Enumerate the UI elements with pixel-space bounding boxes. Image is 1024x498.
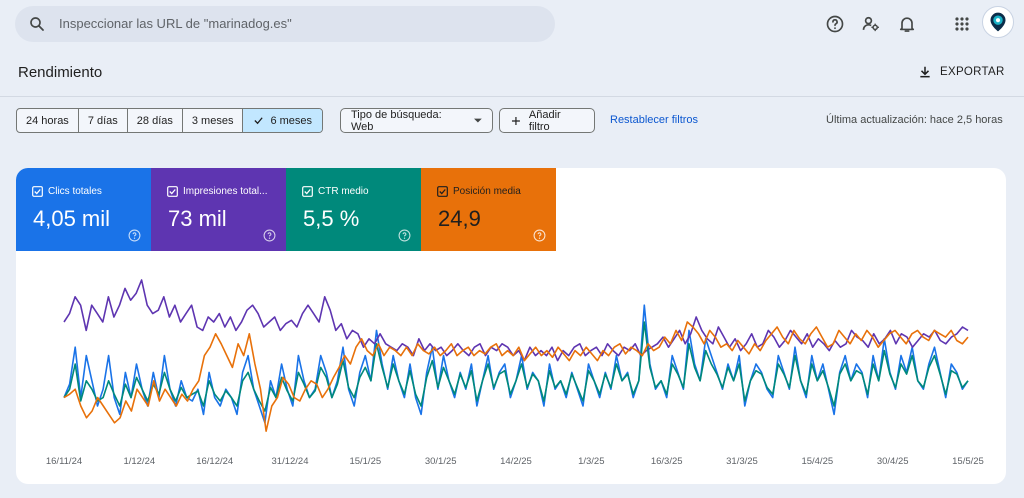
help-icon[interactable] — [398, 229, 411, 242]
series-line-3 — [63, 321, 969, 433]
range-28d[interactable]: 28 días — [128, 109, 183, 132]
x-tick-label: 16/12/24 — [196, 456, 233, 467]
x-tick-label: 30/4/25 — [877, 456, 909, 467]
metric-value: 5,5 % — [303, 206, 360, 231]
x-tick-label: 15/5/25 — [952, 456, 984, 467]
help-icon[interactable] — [128, 229, 141, 242]
add-filter-label: Añadir filtro — [528, 108, 561, 133]
add-filter-button[interactable]: Añadir filtro — [499, 108, 595, 133]
metric-average-ctr[interactable]: CTR medio 5,5 % — [286, 168, 421, 251]
help-icon[interactable] — [533, 229, 546, 242]
checkbox-icon — [167, 186, 178, 197]
x-tick-label: 15/1/25 — [349, 456, 381, 467]
search-icon — [30, 17, 44, 31]
performance-card: 16/11/24 1/12/24 16/12/24 31/12/24 15/1/25 30… — [16, 168, 1006, 484]
help-icon[interactable] — [825, 14, 845, 34]
metric-value: 4,05 mil — [33, 206, 111, 231]
range-24h[interactable]: 24 horas — [17, 109, 79, 132]
range-6m-label: 6 meses — [270, 114, 313, 127]
bell-icon[interactable] — [897, 14, 917, 34]
search-placeholder[interactable]: Inspeccionar las URL de "marinadog.es" — [59, 16, 292, 31]
dropdown-arrow-icon — [474, 118, 482, 123]
series-line-0 — [63, 304, 969, 424]
checkbox-icon — [302, 186, 313, 197]
x-tick-label: 15/4/25 — [801, 456, 833, 467]
metric-label: Posición media — [453, 186, 521, 197]
apps-grid-icon[interactable] — [952, 14, 972, 34]
export-button[interactable]: EXPORTAR — [918, 60, 1005, 84]
checkbox-icon — [32, 186, 43, 197]
help-icon[interactable] — [263, 229, 276, 242]
search-type-label: Tipo de búsqueda: Web — [351, 108, 442, 133]
series-line-1 — [63, 279, 969, 362]
x-tick-label: 1/3/25 — [578, 456, 604, 467]
performance-chart: 16/11/24 1/12/24 16/12/24 31/12/24 15/1/25 30… — [46, 279, 984, 467]
range-3m[interactable]: 3 meses — [183, 109, 244, 132]
plus-icon — [511, 116, 520, 125]
metric-total-clicks[interactable]: Clics totales 4,05 mil — [16, 168, 151, 251]
manage-users-icon[interactable] — [861, 14, 881, 34]
avatar[interactable] — [982, 6, 1014, 38]
export-label: EXPORTAR — [940, 66, 1005, 78]
date-range-selector: 24 horas 7 días 28 días 3 meses 6 meses — [16, 108, 324, 133]
search-type-dropdown[interactable]: Tipo de búsqueda: Web — [340, 108, 493, 133]
url-inspection-search[interactable]: Inspeccionar las URL de "marinadog.es" — [15, 6, 555, 42]
metric-label: Clics totales — [48, 186, 102, 197]
download-icon — [920, 66, 930, 78]
reset-filters-link[interactable]: Restablecer filtros — [610, 114, 699, 126]
x-tick-label: 30/1/25 — [425, 456, 457, 467]
x-tick-label: 1/12/24 — [123, 456, 155, 467]
series-line-2 — [63, 321, 969, 412]
metric-average-position[interactable]: Posición media 24,9 — [421, 168, 556, 251]
metric-label: CTR medio — [318, 186, 369, 197]
x-tick-label: 14/2/25 — [500, 456, 532, 467]
metric-value: 24,9 — [438, 206, 481, 231]
x-tick-label: 31/12/24 — [272, 456, 309, 467]
x-tick-label: 16/3/25 — [651, 456, 683, 467]
check-icon — [254, 117, 264, 125]
x-tick-label: 31/3/25 — [726, 456, 758, 467]
header-divider — [0, 96, 1024, 97]
last-update-text: Última actualización: hace 2,5 horas — [826, 114, 1003, 126]
x-tick-label: 16/11/24 — [46, 456, 82, 467]
range-6m[interactable]: 6 meses — [243, 109, 323, 132]
metric-total-impressions[interactable]: Impresiones total... 73 mil — [151, 168, 286, 251]
page-title: Rendimiento — [18, 64, 103, 81]
metric-label: Impresiones total... — [183, 186, 268, 197]
metric-value: 73 mil — [168, 206, 227, 231]
checkbox-icon — [437, 186, 448, 197]
range-7d[interactable]: 7 días — [79, 109, 128, 132]
